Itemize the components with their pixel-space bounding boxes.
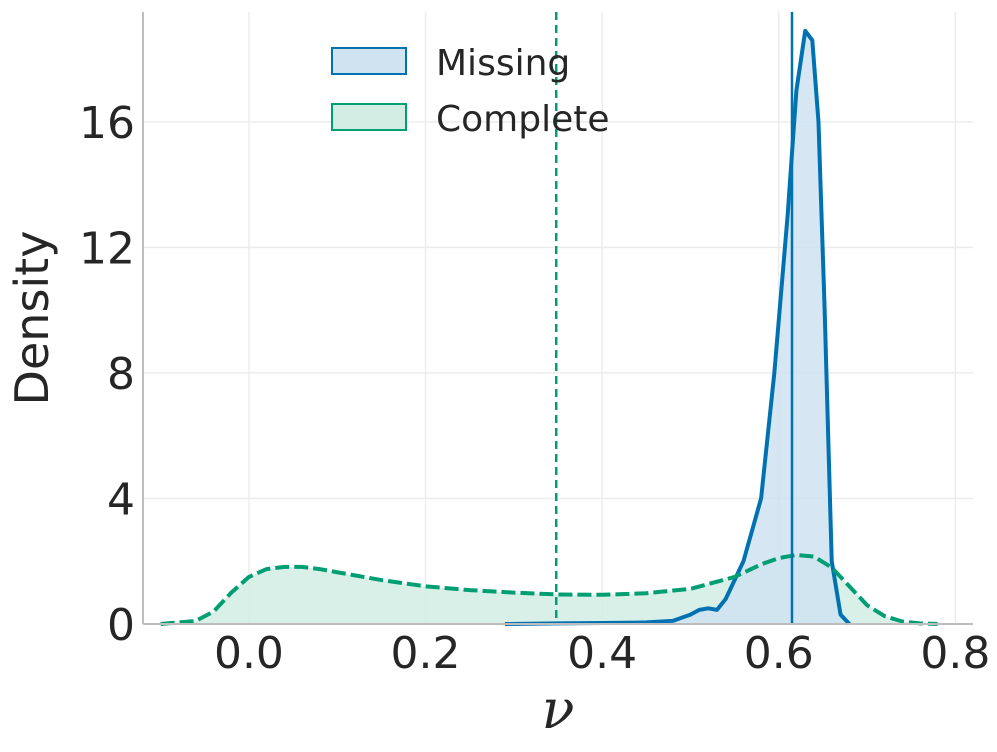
y-axis-title: Density (5, 231, 59, 406)
y-tick-label: 16 (79, 98, 135, 149)
line-complete (160, 552, 938, 626)
legend: Missing Complete (331, 43, 610, 140)
y-tick-label: 12 (79, 223, 135, 274)
legend-swatch-complete (331, 103, 407, 131)
x-tick-label: 0.2 (391, 628, 461, 679)
y-tick-label: 0 (107, 600, 135, 651)
x-tick-label: 0.0 (214, 628, 284, 679)
x-axis-title: ν (542, 678, 575, 741)
density-lines (160, 28, 938, 626)
legend-label-complete: Complete (436, 99, 610, 140)
reference-lines (554, 12, 794, 624)
y-tick-label: 8 (107, 349, 135, 400)
legend-label-missing: Missing (436, 43, 570, 84)
line-missing (504, 28, 851, 626)
y-tick-label: 4 (107, 474, 135, 525)
x-tick-label: 0.6 (744, 628, 814, 679)
y-tick-labels: 0 4 8 12 16 (79, 98, 135, 651)
legend-swatch-missing (331, 47, 407, 75)
axes (142, 12, 973, 625)
x-tick-label: 0.4 (567, 628, 637, 679)
x-tick-labels: 0.0 0.2 0.4 0.6 0.8 (214, 628, 990, 679)
x-tick-label: 0.8 (920, 628, 990, 679)
